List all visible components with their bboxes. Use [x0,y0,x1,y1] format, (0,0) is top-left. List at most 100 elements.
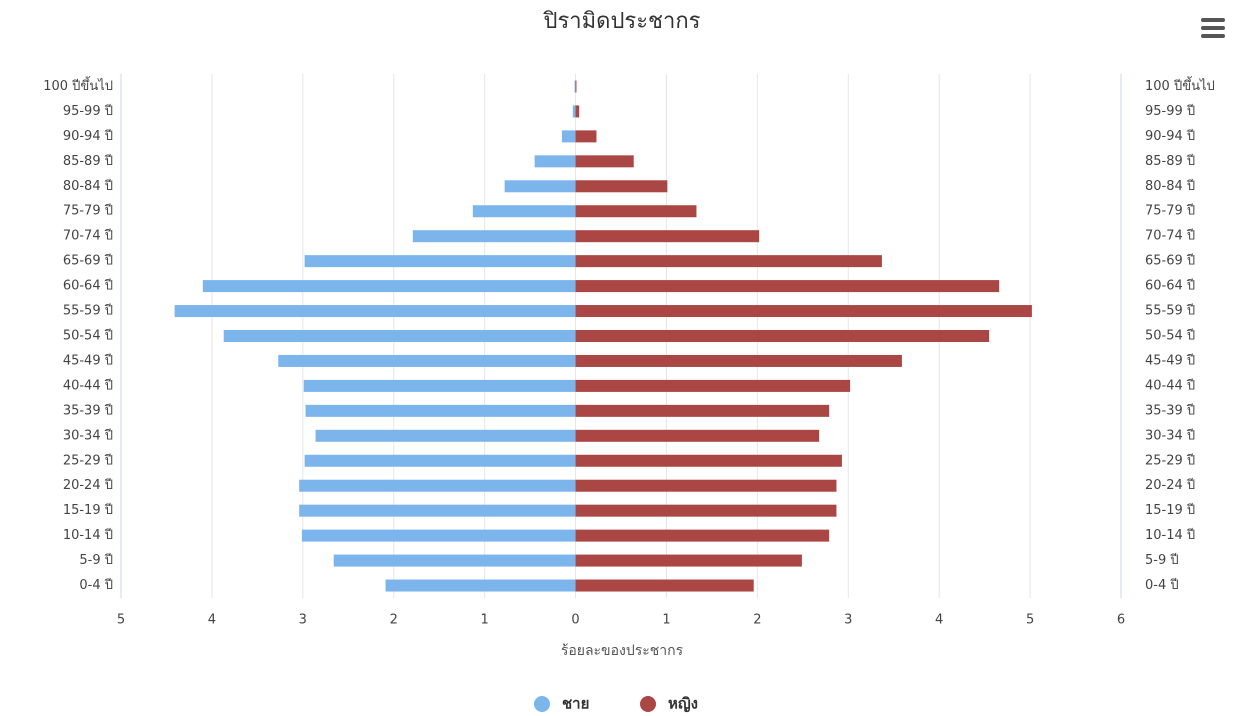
y-tick-label: 10-14 ปี [63,527,113,543]
y-tick-label: 0-4 ปี [79,577,113,593]
bar [202,280,576,293]
x-tick-label: 3 [299,613,307,628]
y2-tick-label: 90-94 ปี [1145,128,1195,144]
legend-label: ชาย [562,695,589,713]
menu-bar [1201,18,1225,22]
y2-tick-label: 70-74 ปี [1145,228,1195,244]
x-tick-label: 1 [480,613,488,628]
menu-button[interactable] [1201,18,1225,38]
y2-tick-label: 35-39 ปี [1145,402,1195,418]
y2-tick-label: 100 ปีขึ้นไป [1145,76,1215,94]
y2-tick-label: 80-84 ปี [1145,178,1195,194]
bar [575,255,882,268]
bar [575,554,802,567]
chart-title: ปิรามิดประชากร [542,9,700,34]
x-tick-label: 3 [844,613,852,628]
y-tick-label: 65-69 ปี [63,253,113,269]
x-axis-title: ร้อยละของประชากร [561,643,684,659]
bar [575,230,760,243]
bar [333,554,576,567]
bar [575,529,830,542]
bar [575,404,830,417]
bar [575,80,577,93]
y2-tick-label: 25-29 ปี [1145,452,1195,468]
bar [575,504,837,517]
y-tick-label: 25-29 ปี [63,452,113,468]
bar [574,80,576,93]
x-tick-label: 2 [390,613,398,628]
bar [299,479,576,492]
y2-tick-label: 95-99 ปี [1145,103,1195,119]
bar [575,330,990,342]
bar [223,330,576,342]
bar [303,379,576,392]
bar [575,579,754,592]
bar [575,354,902,367]
y-tick-label: 5-9 ปี [79,552,113,568]
bar [572,105,576,118]
bar [575,205,697,218]
y-tick-label: 70-74 ปี [63,228,113,244]
bar [561,130,576,143]
y2-tick-label: 30-34 ปี [1145,427,1195,443]
x-tick-label: 2 [753,613,761,628]
legend-label: หญิง [668,695,698,713]
y-tick-label: 60-64 ปี [63,278,113,294]
x-tick-label: 4 [208,613,216,628]
y2-tick-label: 5-9 ปี [1145,552,1179,568]
bar [305,404,576,417]
bar [315,429,576,442]
y-tick-label: 100 ปีขึ้นไป [43,76,113,94]
y-tick-label: 80-84 ปี [63,178,113,194]
y2-tick-label: 85-89 ปี [1145,153,1195,169]
bar [301,529,576,542]
y-tick-label: 95-99 ปี [63,103,113,119]
bar [299,504,576,517]
y-tick-label: 15-19 ปี [63,502,113,518]
bar [534,155,576,168]
y-tick-label: 45-49 ปี [63,352,113,368]
y2-tick-label: 60-64 ปี [1145,278,1195,294]
menu-bar [1201,34,1225,38]
y2-tick-label: 20-24 ปี [1145,477,1195,493]
y-tick-label: 90-94 ปี [63,128,113,144]
y2-tick-label: 10-14 ปี [1145,527,1195,543]
bar [575,130,597,143]
y2-tick-label: 40-44 ปี [1145,377,1195,393]
bar [304,255,576,268]
y2-tick-label: 45-49 ปี [1145,352,1195,368]
y2-tick-label: 50-54 ปี [1145,328,1195,344]
bar [575,429,820,442]
legend-marker [534,696,550,712]
bar [385,579,576,592]
bar [575,155,634,168]
bar [472,205,576,218]
x-tick-label: 6 [1117,613,1125,628]
y-tick-label: 20-24 ปี [63,477,113,493]
y-tick-label: 35-39 ปี [63,402,113,418]
menu-bar [1201,26,1225,30]
bar [412,230,576,243]
x-tick-label: 0 [571,613,579,628]
bar [575,180,668,193]
y-tick-label: 55-59 ปี [63,303,113,319]
legend-marker [640,696,656,712]
y-tick-label: 40-44 ปี [63,377,113,393]
y2-tick-label: 0-4 ปี [1145,577,1179,593]
bar [575,280,1000,293]
y-tick-label: 50-54 ปี [63,328,113,344]
x-tick-label: 4 [935,613,943,628]
y2-tick-label: 55-59 ปี [1145,303,1195,319]
bar [575,379,851,392]
y-tick-label: 75-79 ปี [63,203,113,219]
x-tick-label: 1 [662,613,670,628]
bar [575,305,1032,318]
bar [504,180,576,193]
y-tick-label: 30-34 ปี [63,427,113,443]
bar [575,479,837,492]
bar [304,454,576,467]
y-tick-label: 85-89 ปี [63,153,113,169]
y2-tick-label: 75-79 ปี [1145,203,1195,219]
bar [278,354,576,367]
